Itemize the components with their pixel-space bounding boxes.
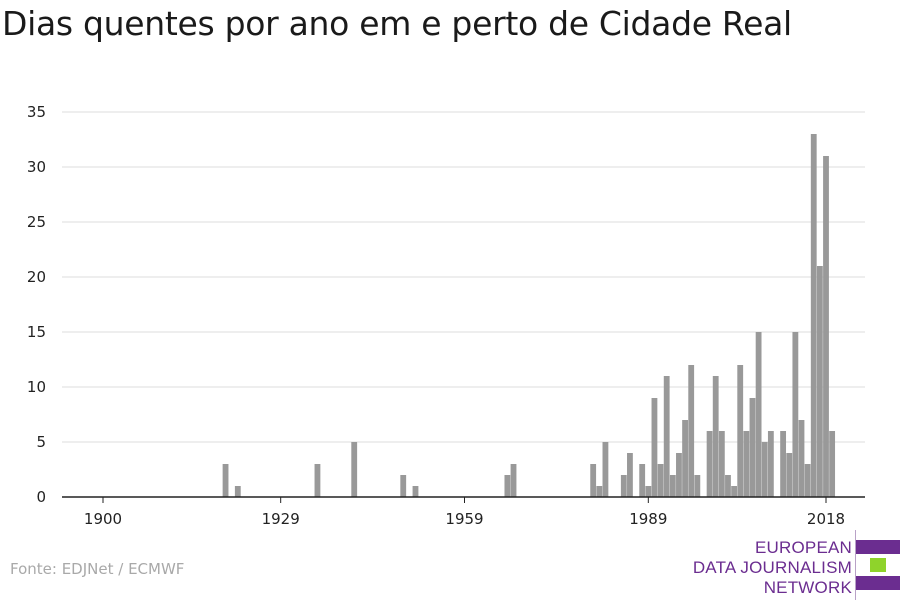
logo-divider <box>855 530 856 600</box>
source-note: Fonte: EDJNet / ECMWF <box>10 560 185 578</box>
y-tick-labels: 0 5 10 15 20 25 30 35 <box>27 103 46 506</box>
bar <box>731 486 738 497</box>
y-tick-label: 0 <box>36 488 46 506</box>
bar <box>725 475 731 497</box>
logo-line-3: NETWORK <box>763 578 852 597</box>
bar <box>792 332 799 497</box>
logo-text: EUROPEAN DATA JOURNALISM NETWORK <box>693 538 852 598</box>
bar <box>651 398 658 497</box>
y-tick-label: 20 <box>27 268 46 286</box>
bar <box>761 442 768 497</box>
bar <box>627 453 633 497</box>
bar <box>682 420 688 497</box>
chart-title: Dias quentes por ano em e perto de Cidad… <box>2 4 792 43</box>
bar <box>645 486 652 497</box>
bar <box>767 431 774 497</box>
bar <box>712 376 719 497</box>
bar <box>657 464 664 497</box>
bar <box>786 453 793 497</box>
logo-line-2: DATA JOURNALISM <box>692 558 852 577</box>
y-tick-label: 25 <box>27 213 46 231</box>
logo-bar-bottom <box>856 576 900 590</box>
x-tick-label: 1900 <box>84 510 122 528</box>
x-tick-label: 2018 <box>807 510 845 528</box>
bar <box>412 486 419 497</box>
bar <box>829 431 836 497</box>
gridlines <box>62 111 865 443</box>
logo-bar-middle <box>870 558 886 572</box>
y-tick-label: 5 <box>36 433 46 451</box>
bar <box>688 365 695 497</box>
y-tick-label: 15 <box>27 323 46 341</box>
bar <box>596 486 603 497</box>
bar <box>620 475 627 497</box>
bar <box>314 464 321 497</box>
x-tick-label: 1989 <box>629 510 667 528</box>
x-tick-label: 1959 <box>445 510 483 528</box>
bar <box>669 475 676 497</box>
bar <box>222 464 229 497</box>
bars <box>222 134 836 497</box>
logo-bar-top <box>856 540 900 554</box>
bar <box>510 464 517 497</box>
bar <box>639 464 646 497</box>
bar <box>749 398 756 497</box>
x-tick-label: 1929 <box>262 510 300 528</box>
y-tick-label: 35 <box>27 103 46 121</box>
bar <box>504 475 511 497</box>
bar <box>816 266 823 497</box>
y-tick-label: 30 <box>27 158 46 176</box>
bar <box>823 156 829 497</box>
bar <box>234 486 241 497</box>
x-tick-labels: 1900 1929 1959 1989 2018 <box>84 510 845 528</box>
bar <box>706 431 713 497</box>
x-axis <box>62 496 865 503</box>
bar <box>590 464 597 497</box>
bar <box>780 431 787 497</box>
bar <box>755 332 762 497</box>
y-tick-label: 10 <box>27 378 46 396</box>
bar <box>798 420 805 497</box>
bar <box>602 442 609 497</box>
edjnet-logo: EUROPEAN DATA JOURNALISM NETWORK <box>660 530 900 600</box>
bar <box>694 475 701 497</box>
logo-line-1: EUROPEAN <box>754 538 852 557</box>
bar <box>743 431 750 497</box>
bar <box>718 431 725 497</box>
bar <box>737 365 744 497</box>
bar <box>810 134 817 497</box>
bar <box>400 475 407 497</box>
bar <box>804 464 811 497</box>
bar <box>676 453 682 497</box>
bar <box>663 376 670 497</box>
bar <box>351 442 358 497</box>
